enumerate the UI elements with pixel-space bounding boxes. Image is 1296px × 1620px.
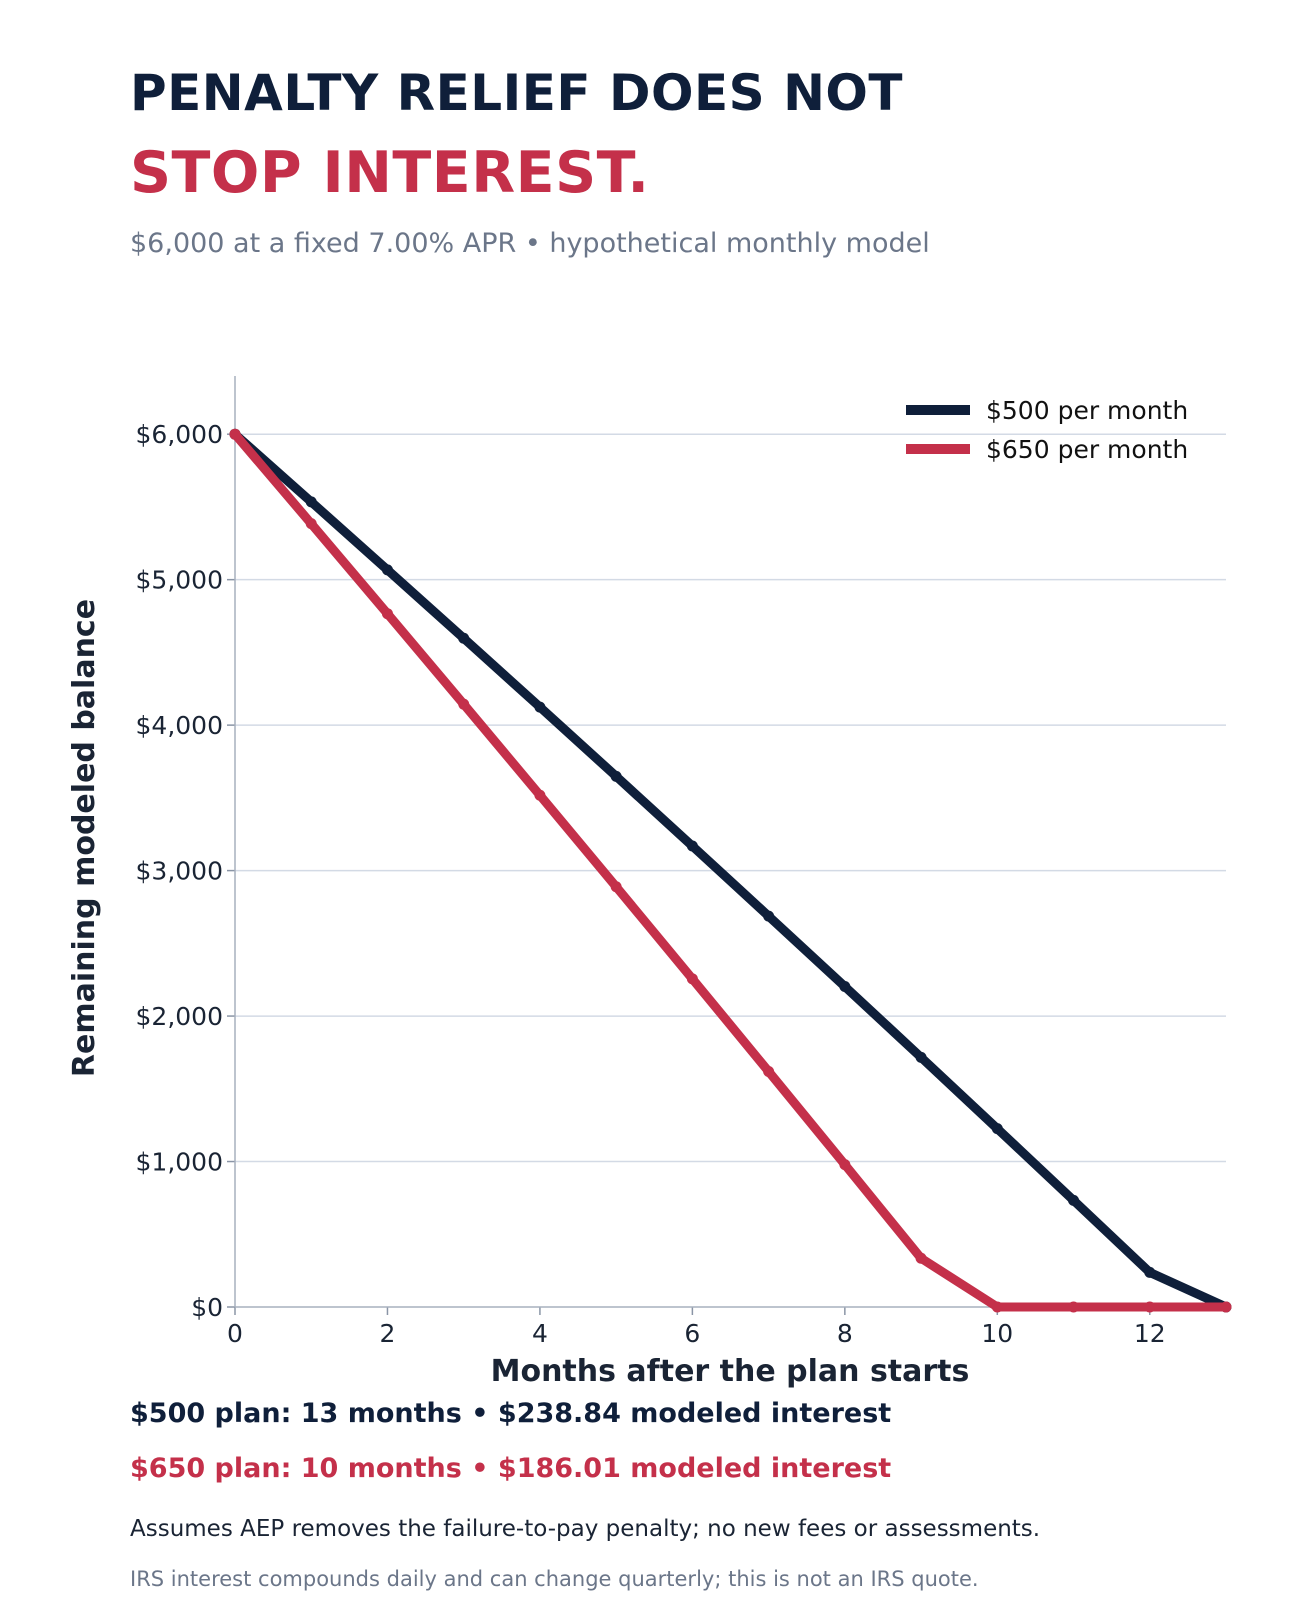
data-point (915, 1051, 927, 1063)
series-line-2 (231, 431, 1226, 1312)
subtitle: $6,000 at a fixed 7.00% APR • hypothetic… (130, 228, 930, 259)
data-point (763, 910, 775, 922)
y-tick-label: $5,000 (136, 566, 223, 595)
x-tick-label: 6 (684, 1319, 700, 1348)
legend-marker-2 (933, 444, 943, 454)
legend: $500 per month $650 per month (906, 396, 1188, 464)
data-point (610, 770, 622, 782)
data-point (991, 1123, 1003, 1135)
data-point (991, 1301, 1003, 1313)
legend-label-1: $500 per month (986, 396, 1188, 425)
data-point (458, 698, 470, 710)
disclaimer-note: IRS interest compounds daily and can cha… (130, 1567, 979, 1591)
y-tick-label: $0 (191, 1293, 223, 1322)
y-axis-label: Remaining modeled balance (67, 599, 102, 1077)
x-tick-label: 8 (837, 1319, 853, 1348)
x-tick-label: 12 (1134, 1319, 1166, 1348)
data-point (1068, 1194, 1080, 1206)
summary-650-plan: $650 plan: 10 months • $186.01 modeled i… (130, 1453, 892, 1484)
title-line-1: PENALTY RELIEF DOES NOT (130, 64, 904, 122)
y-tick-label: $3,000 (136, 857, 223, 886)
data-point (915, 1252, 927, 1264)
title-line-2: STOP INTEREST. (130, 140, 650, 206)
data-point (1068, 1301, 1080, 1313)
assumption-note: Assumes AEP removes the failure-to-pay p… (130, 1516, 1041, 1542)
data-point (458, 632, 470, 644)
y-tick-label: $6,000 (136, 420, 223, 449)
data-point (534, 701, 546, 713)
x-tick-label: 0 (227, 1319, 243, 1348)
data-point (1144, 1266, 1156, 1278)
x-tick-label: 4 (532, 1319, 548, 1348)
y-tick-label: $1,000 (136, 1148, 223, 1177)
data-point (381, 608, 393, 620)
x-tick-label: 2 (380, 1319, 396, 1348)
data-point (305, 518, 317, 530)
data-point (686, 840, 698, 852)
y-tick-label: $2,000 (136, 1002, 223, 1031)
series-line-1 (232, 430, 1228, 1312)
legend-marker-1 (933, 405, 943, 415)
x-tick-label: 10 (981, 1319, 1013, 1348)
summary-500-plan: $500 plan: 13 months • $238.84 modeled i… (130, 1398, 892, 1429)
axes (227, 376, 1226, 1315)
series-lines (229, 428, 1232, 1313)
y-tick-label: $4,000 (136, 711, 223, 740)
data-point (305, 496, 317, 508)
data-point (763, 1065, 775, 1077)
data-point (686, 973, 698, 985)
grid-lines (235, 433, 1226, 1163)
data-point (610, 881, 622, 893)
data-point (839, 1159, 851, 1171)
data-point (229, 428, 241, 440)
legend-label-2: $650 per month (986, 435, 1188, 464)
balance-line-chart: $0 $1,000 $2,000 $3,000 $4,000 $5,000 $6,000 0 2… (67, 376, 1232, 1389)
data-point (839, 981, 851, 993)
data-point (1220, 1301, 1232, 1313)
data-point (1144, 1301, 1156, 1313)
x-axis-label: Months after the plan starts (491, 1354, 970, 1389)
data-point (534, 789, 546, 801)
data-point (381, 564, 393, 576)
tick-labels: $0 $1,000 $2,000 $3,000 $4,000 $5,000 $6,000 0 2… (136, 420, 1166, 1348)
